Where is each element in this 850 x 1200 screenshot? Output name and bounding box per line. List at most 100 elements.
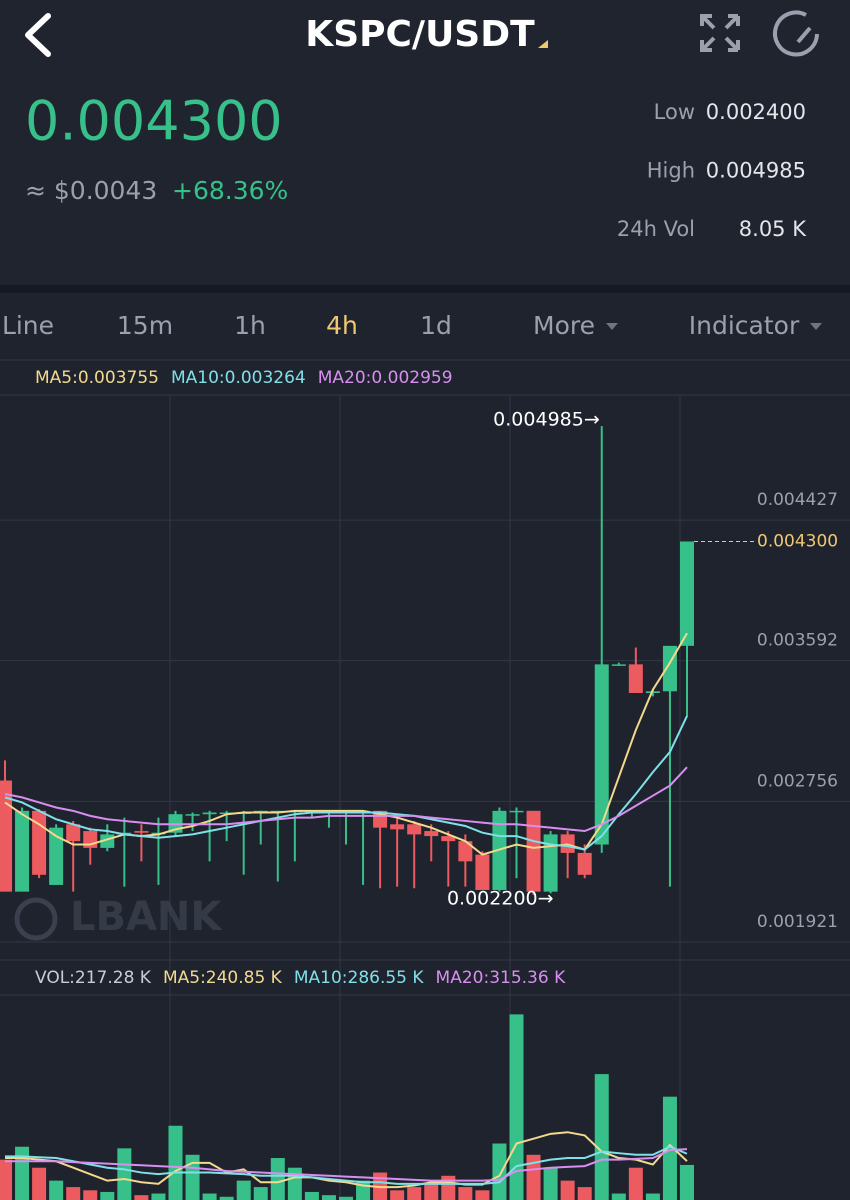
volume-bar — [611, 1193, 626, 1200]
candle-body — [202, 812, 217, 815]
volume-bar — [509, 1014, 524, 1200]
volume-bar — [100, 1191, 115, 1200]
vol-ma-line — [5, 1131, 688, 1189]
candle-body — [424, 831, 439, 837]
volume-bar — [287, 1167, 302, 1200]
tab[interactable]: Line — [2, 311, 54, 340]
volume-bar — [492, 1143, 507, 1200]
tab[interactable]: 1h — [234, 311, 266, 340]
candle-body — [49, 827, 64, 885]
volume-bar — [236, 1180, 251, 1200]
volume-bar — [151, 1193, 166, 1200]
watermark: LBANK — [70, 894, 223, 940]
volume-bar — [304, 1191, 319, 1200]
y-tick-label: 0.003592 — [757, 631, 838, 651]
volume-bar — [32, 1167, 47, 1200]
last-price: 0.004300 — [25, 90, 283, 153]
volume-bar — [117, 1148, 132, 1200]
candle-body — [526, 810, 541, 892]
y-tick-label: 0.001921 — [757, 912, 838, 932]
dropdown-arrow — [606, 323, 618, 330]
tab[interactable]: Indicator — [689, 311, 800, 340]
volume-bar — [168, 1125, 183, 1200]
separator — [0, 285, 850, 293]
high-annotation: 0.004985→ — [493, 409, 600, 431]
volume-bar — [66, 1187, 81, 1200]
volume-bar — [219, 1196, 234, 1200]
low-annotation: 0.002200→ — [447, 888, 554, 910]
volume-bar — [83, 1190, 98, 1200]
volume-bar — [577, 1187, 592, 1200]
volume-bar — [594, 1074, 609, 1200]
volume-bar — [458, 1187, 473, 1200]
volume-bar — [680, 1164, 694, 1200]
y-tick-label: 0.002756 — [757, 771, 838, 791]
vol-legend: MA20:315.36 K — [436, 968, 567, 988]
candle-body — [441, 836, 456, 842]
volume-bar — [202, 1193, 217, 1200]
volume-bar — [270, 1158, 285, 1200]
volume-bar — [645, 1193, 660, 1200]
vol-legend: MA10:286.55 K — [294, 968, 425, 988]
candle-body — [458, 841, 473, 862]
stat-value: 0.002400 — [706, 100, 806, 124]
candle-body — [407, 824, 422, 835]
vol-legend: VOL:217.28 K — [35, 968, 152, 988]
volume-bar — [253, 1187, 268, 1200]
volume-bar — [185, 1154, 200, 1200]
volume-bar — [475, 1190, 490, 1200]
candle-body — [0, 780, 12, 892]
pair-title[interactable]: KSPC/USDT — [305, 14, 535, 55]
change: +68.36% — [172, 176, 288, 205]
volume-bar — [0, 1159, 12, 1200]
candle-body — [509, 810, 524, 813]
candle-body — [185, 814, 200, 816]
tab[interactable]: 15m — [117, 311, 173, 340]
candle-body — [15, 810, 30, 892]
volume-bar — [441, 1175, 456, 1200]
chart-bg — [0, 293, 850, 1200]
fullscreen-button[interactable] — [700, 14, 740, 52]
candle-body — [628, 664, 643, 693]
tab[interactable]: 1d — [420, 311, 452, 340]
stat-label: Low — [654, 100, 695, 124]
ma-line — [4, 632, 688, 856]
tab[interactable]: 4h — [326, 311, 358, 340]
ma-line — [4, 766, 688, 833]
stat-value: 0.004985 — [706, 159, 806, 183]
header-bg — [0, 0, 850, 285]
volume-bar — [134, 1195, 149, 1200]
ma-line — [4, 715, 688, 851]
vol-ma-line — [5, 1145, 688, 1185]
candle-body — [680, 541, 694, 646]
ma-legend: MA20:0.002959 — [318, 368, 453, 388]
candle-body — [594, 664, 609, 845]
volume-bar — [390, 1190, 405, 1200]
volume-bar — [407, 1187, 422, 1200]
ma-legend: MA5:0.003755 — [35, 368, 159, 388]
usd-price: ≈ $0.0043 — [25, 176, 157, 205]
candle-body — [611, 664, 626, 666]
dropdown-arrow — [810, 323, 822, 330]
watermark-logo — [14, 897, 58, 941]
current-price-label: 0.004300 — [757, 531, 838, 551]
tab[interactable]: More — [533, 311, 595, 340]
volume-bar — [543, 1167, 558, 1200]
stat-value: 8.05 K — [739, 217, 807, 241]
volume-bar — [424, 1183, 439, 1200]
title-marker — [538, 40, 548, 48]
vol-legend: MA5:240.85 K — [163, 968, 283, 988]
candle-body — [543, 834, 558, 892]
candle-body — [475, 854, 490, 890]
back-button[interactable] — [25, 13, 51, 57]
volume-bar — [628, 1167, 643, 1200]
volume-bar — [321, 1195, 336, 1200]
volume-bar — [15, 1146, 30, 1200]
ma-legend: MA10:0.003264 — [171, 368, 306, 388]
refresh-button[interactable] — [773, 10, 819, 57]
candle-body — [134, 831, 149, 833]
volume-bar — [662, 1096, 677, 1200]
candle-body — [66, 824, 81, 842]
